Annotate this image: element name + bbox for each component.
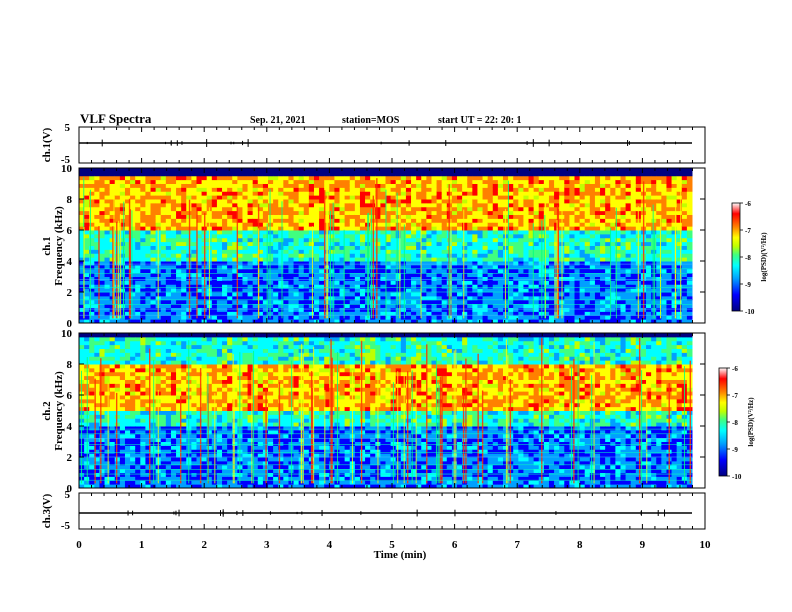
x-tick-label: 0 (76, 539, 82, 551)
x-tick-label: 8 (577, 539, 583, 551)
freq-tick-label: 10 (61, 328, 73, 340)
colorbar-tick-label: -10 (732, 473, 742, 481)
ch2-spec-ylabel: Frequency (kHz) (53, 371, 65, 451)
ch1-waveform-panel: 5 -5 ch.1(V) (41, 122, 706, 166)
ch1-colorbar-scale (731, 202, 741, 312)
ch3-wave-ytick-top: 5 (65, 489, 71, 501)
colorbar-tick-label: -6 (745, 200, 751, 208)
colorbar-tick-label: -9 (745, 281, 751, 289)
x-tick-label: 6 (452, 539, 458, 551)
freq-tick-label: 6 (67, 390, 73, 402)
ch1-wave-ylabel: ch.1(V) (41, 127, 53, 162)
ch1-colorbar-label: log(PSD)(V²/Hz) (760, 232, 768, 282)
ch1-colorbar: -6 -7 -8 -9 -10 log(PSD)(V²/Hz) (731, 200, 768, 316)
ch1-spec-ylabel-top: ch.1 (41, 236, 53, 255)
ch1-wave-ytick-bottom: -5 (61, 154, 71, 166)
x-tick-label: 9 (640, 539, 646, 551)
colorbar-tick-label: -7 (745, 227, 751, 235)
x-tick-label: 1 (139, 539, 145, 551)
start-time-label: start UT = 22: 20: 1 (438, 115, 522, 126)
ch2-colorbar-scale (718, 367, 728, 477)
x-tick-label: 5 (389, 539, 395, 551)
x-tick-label: 3 (264, 539, 270, 551)
colorbar-tick-label: -10 (745, 308, 755, 316)
freq-tick-label: 8 (67, 194, 73, 206)
ch3-wave-ylabel: ch.3(V) (41, 493, 53, 528)
freq-tick-label: 6 (67, 225, 73, 237)
ch2-colorbar-label: log(PSD)(V²/Hz) (747, 397, 755, 447)
x-tick-label: 4 (327, 539, 333, 551)
ch2-spectrogram-image (79, 333, 693, 489)
ch1-spec-ylabel: Frequency (kHz) (53, 206, 65, 286)
colorbar-tick-label: -7 (732, 392, 738, 400)
ch1-spectrogram-image (79, 168, 693, 324)
ch2-spectrogram-panel: 0 2 4 6 8 10 ch.2 Frequency (kHz) (41, 328, 706, 495)
x-tick-label: 2 (201, 539, 207, 551)
freq-tick-label: 0 (67, 318, 73, 330)
freq-tick-label: 4 (67, 256, 73, 268)
x-tick-label: 7 (514, 539, 520, 551)
freq-tick-label: 8 (67, 359, 73, 371)
colorbar-tick-label: -8 (745, 254, 751, 262)
x-tick-label: 10 (700, 539, 712, 551)
x-axis-label: Time (min) (374, 549, 427, 561)
ch1-waveform-spikes (78, 139, 677, 147)
ch1-wave-ytick-top: 5 (65, 122, 71, 134)
figure-title: VLF Spectra (80, 111, 152, 126)
ch1-spectrogram-panel: 0 2 4 6 8 10 ch.1 Frequency (kHz) (41, 163, 706, 330)
ch2-colorbar: -6 -7 -8 -9 -10 log(PSD)(V²/Hz) (718, 365, 755, 481)
ch2-spec-ylabel-top: ch.2 (41, 401, 53, 421)
freq-tick-label: 4 (67, 421, 73, 433)
colorbar-tick-label: -9 (732, 446, 738, 454)
date-label: Sep. 21, 2021 (250, 115, 306, 126)
freq-tick-label: 2 (67, 287, 73, 299)
freq-tick-label: 2 (67, 452, 73, 464)
ch3-waveform-panel: 5 -5 ch.3(V) (41, 489, 706, 532)
ch3-waveform-spikes (78, 509, 666, 517)
freq-tick-label: 10 (61, 163, 73, 175)
ch3-wave-ytick-bottom: -5 (61, 520, 71, 532)
freq-tick-label: 0 (67, 483, 73, 495)
colorbar-tick-label: -8 (732, 419, 738, 427)
colorbar-tick-label: -6 (732, 365, 738, 373)
station-label: station=MOS (342, 115, 400, 126)
